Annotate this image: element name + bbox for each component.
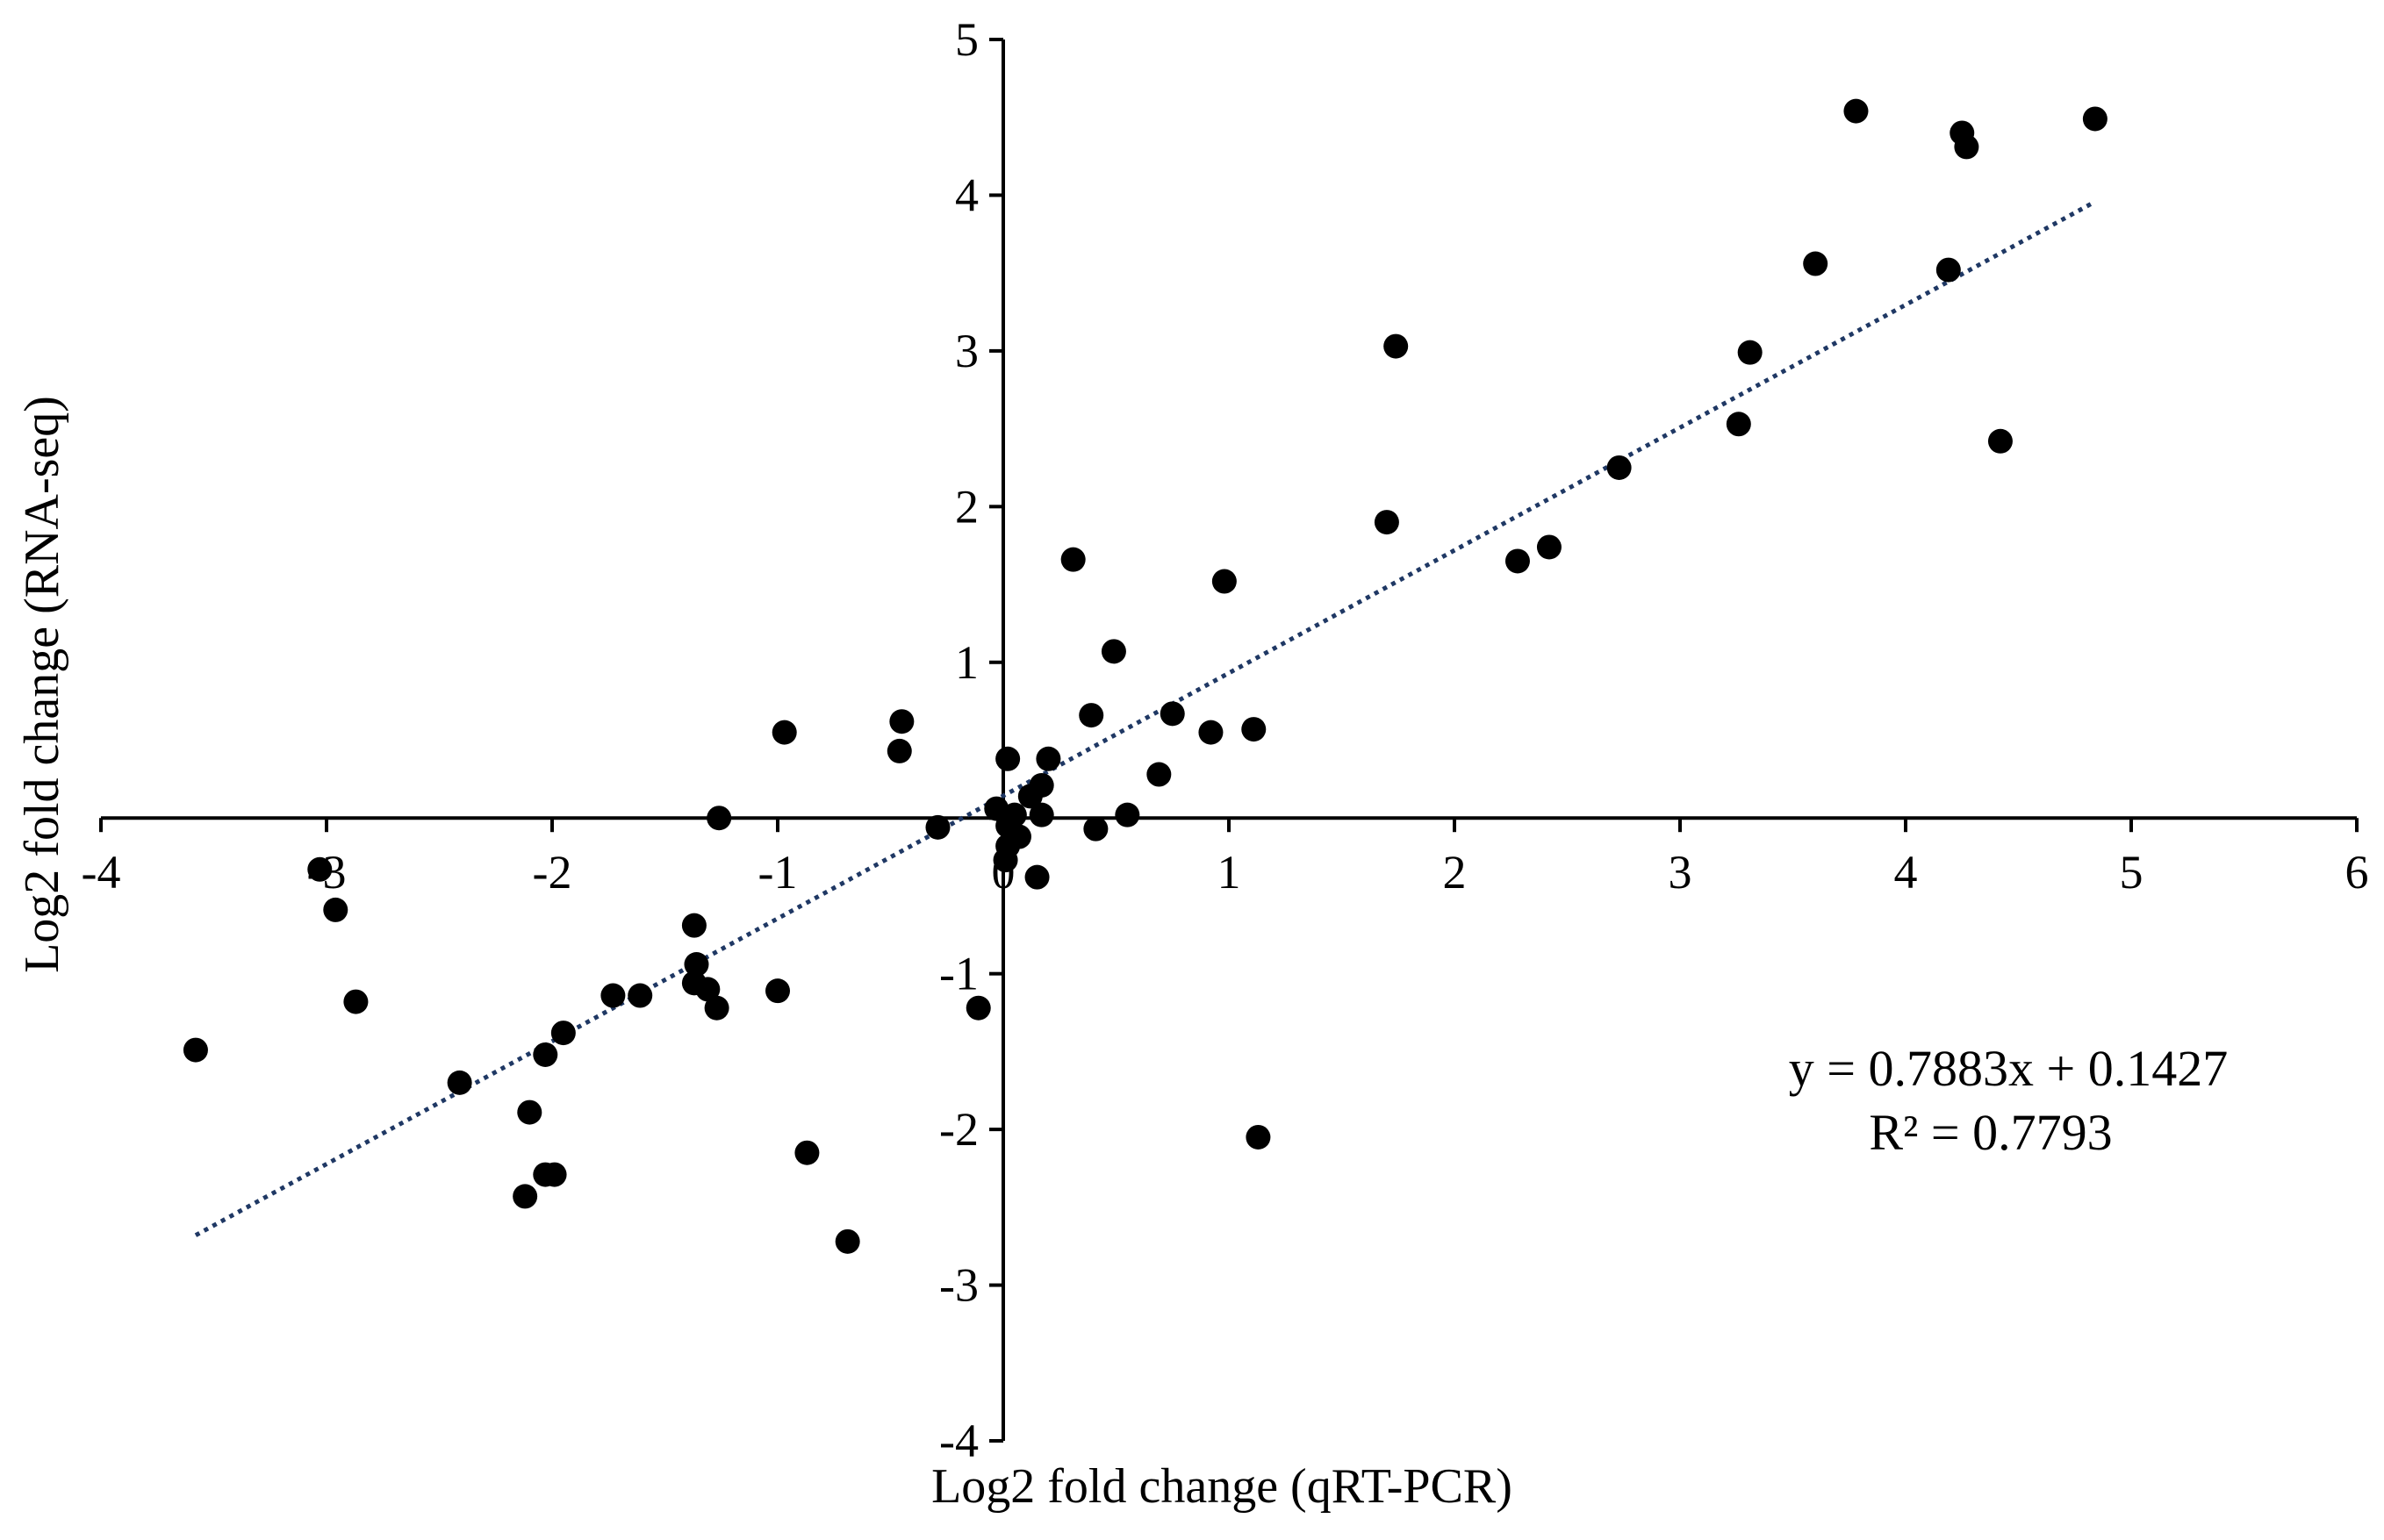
- data-point: [1017, 784, 1043, 809]
- trendline-equation: y = 0.7883x + 0.1427: [1789, 1040, 2228, 1097]
- data-points: [183, 98, 2108, 1254]
- x-tick-label: 4: [1894, 846, 1918, 899]
- data-point: [1504, 548, 1530, 574]
- data-point: [1024, 864, 1050, 890]
- x-axis-title: Log2 fold change (qRT-PCR): [931, 1459, 1512, 1514]
- x-tick-label: 2: [1443, 846, 1467, 899]
- data-point: [1160, 701, 1185, 727]
- data-point: [1737, 340, 1763, 365]
- data-point: [887, 738, 912, 763]
- data-point: [307, 856, 333, 882]
- data-point: [183, 1037, 208, 1063]
- data-point: [681, 913, 707, 938]
- data-point: [995, 746, 1021, 771]
- data-point: [1079, 703, 1104, 728]
- data-point: [1954, 134, 1979, 160]
- y-axis-ticks: -4 -3 -2 -1 1 2 3 4 5: [939, 13, 1003, 1467]
- data-point: [517, 1099, 542, 1125]
- data-point: [1198, 720, 1224, 745]
- data-point: [550, 1021, 576, 1046]
- x-tick-label: -4: [82, 846, 121, 899]
- data-point: [628, 983, 653, 1008]
- data-point: [1374, 510, 1399, 535]
- data-point: [1987, 428, 2013, 454]
- data-point: [323, 897, 348, 922]
- x-tick-label: 1: [1217, 846, 1241, 899]
- data-point: [707, 806, 732, 831]
- data-point: [1029, 802, 1054, 827]
- x-tick-label: 5: [2120, 846, 2143, 899]
- data-point: [1083, 816, 1109, 842]
- y-tick-label: 4: [955, 168, 979, 221]
- data-point: [772, 720, 797, 745]
- x-tick-label: 3: [1669, 846, 1692, 899]
- data-point: [765, 978, 790, 1004]
- data-point: [925, 814, 951, 840]
- data-point: [684, 952, 709, 978]
- data-point: [1726, 412, 1751, 437]
- data-point: [794, 1140, 820, 1165]
- data-point: [1536, 534, 1562, 560]
- trendline: [194, 199, 2097, 1237]
- data-point: [704, 995, 729, 1021]
- x-tick-label: 6: [2345, 846, 2369, 899]
- data-point: [1115, 802, 1140, 827]
- trendline-r-squared: R² = 0.7793: [1869, 1104, 2112, 1161]
- data-point: [1241, 717, 1267, 742]
- data-point: [695, 977, 721, 1002]
- data-point: [1246, 1124, 1271, 1150]
- data-point: [1036, 746, 1061, 771]
- data-point: [2082, 106, 2108, 132]
- y-tick-label: 1: [955, 636, 979, 689]
- data-point: [533, 1042, 558, 1067]
- data-point: [1060, 547, 1086, 572]
- data-point: [966, 995, 991, 1021]
- y-tick-label: -2: [939, 1103, 979, 1156]
- data-point: [1101, 639, 1126, 664]
- data-point: [1146, 762, 1172, 787]
- y-tick-label: -4: [939, 1415, 979, 1467]
- y-tick-label: 3: [955, 325, 979, 377]
- x-tick-label: -1: [758, 846, 798, 899]
- data-point: [447, 1070, 472, 1095]
- data-point: [1803, 251, 1828, 276]
- data-point: [1843, 98, 1869, 124]
- data-point: [343, 989, 369, 1014]
- x-tick-label: -2: [533, 846, 572, 899]
- data-point: [889, 709, 915, 734]
- data-point: [993, 848, 1018, 873]
- y-tick-label: -3: [939, 1259, 979, 1312]
- y-tick-label: -1: [939, 948, 979, 1000]
- data-point: [1935, 257, 1961, 283]
- data-point: [600, 983, 626, 1008]
- y-axis-title: Log2 fold change (RNA-seq): [15, 396, 69, 973]
- data-point: [1383, 333, 1409, 359]
- data-point: [1211, 569, 1237, 594]
- data-point: [513, 1184, 538, 1209]
- data-point: [533, 1162, 558, 1187]
- data-point: [1606, 455, 1632, 480]
- data-point: [835, 1228, 860, 1254]
- y-tick-label: 2: [955, 480, 979, 533]
- y-tick-label: 5: [955, 13, 979, 66]
